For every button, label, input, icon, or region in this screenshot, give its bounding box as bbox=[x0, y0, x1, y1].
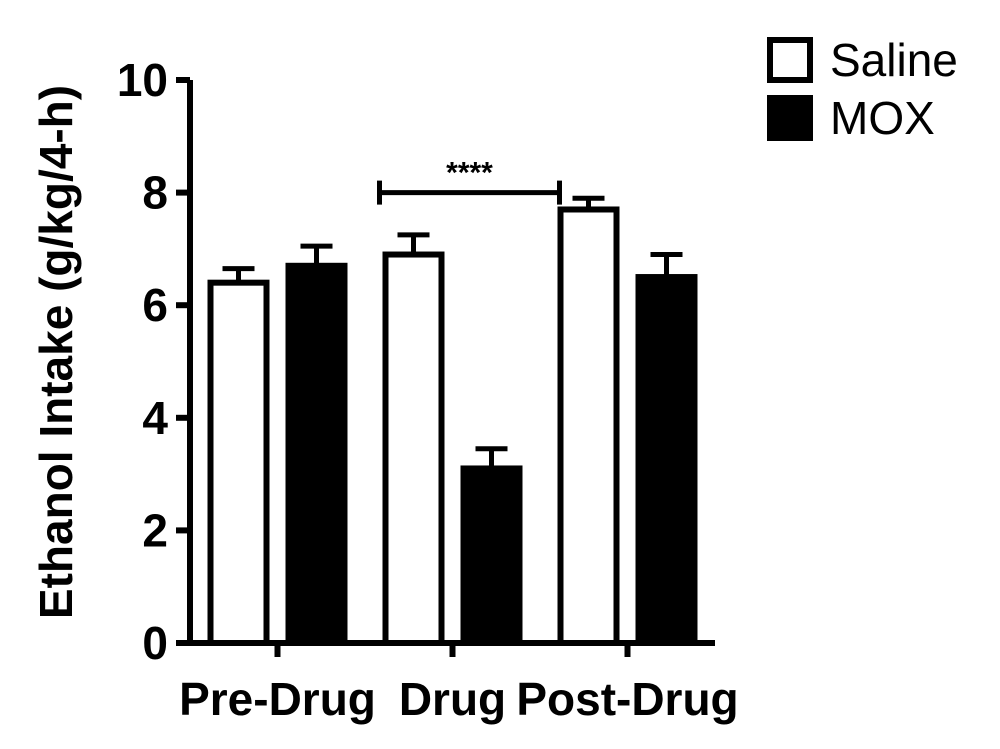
legend-label-saline: Saline bbox=[830, 34, 958, 86]
x-tick-label: Post-Drug bbox=[516, 673, 738, 725]
y-tick-label: 8 bbox=[142, 167, 168, 219]
significance-label: **** bbox=[446, 157, 493, 190]
y-tick-label: 6 bbox=[142, 279, 168, 331]
y-tick-label: 4 bbox=[142, 392, 168, 444]
legend-label-mox: MOX bbox=[830, 92, 935, 144]
error-bars bbox=[222, 195, 683, 469]
legend-swatch-saline bbox=[767, 37, 813, 83]
legend: Saline MOX bbox=[767, 34, 958, 144]
x-tick-label: Pre-Drug bbox=[179, 673, 376, 725]
y-tick-label: 2 bbox=[142, 504, 168, 556]
x-axis: Pre-Drug Drug Post-Drug bbox=[179, 640, 739, 725]
y-tick-label: 0 bbox=[142, 617, 168, 669]
bar-mox bbox=[460, 465, 523, 646]
y-axis: 0 2 4 6 8 10 bbox=[117, 54, 193, 669]
bars bbox=[207, 206, 698, 647]
x-tick-label: Drug bbox=[399, 673, 506, 725]
y-axis-title: Ethanol Intake (g/kg/4-h) bbox=[30, 85, 82, 619]
legend-swatch-mox bbox=[767, 95, 813, 141]
significance-annotation: **** bbox=[377, 157, 562, 205]
bar-saline bbox=[207, 279, 270, 646]
bar-mox bbox=[635, 274, 698, 646]
bar-mox bbox=[285, 262, 348, 646]
bar-saline bbox=[557, 206, 620, 647]
bar-saline bbox=[382, 251, 445, 646]
y-tick-label: 10 bbox=[117, 54, 168, 106]
